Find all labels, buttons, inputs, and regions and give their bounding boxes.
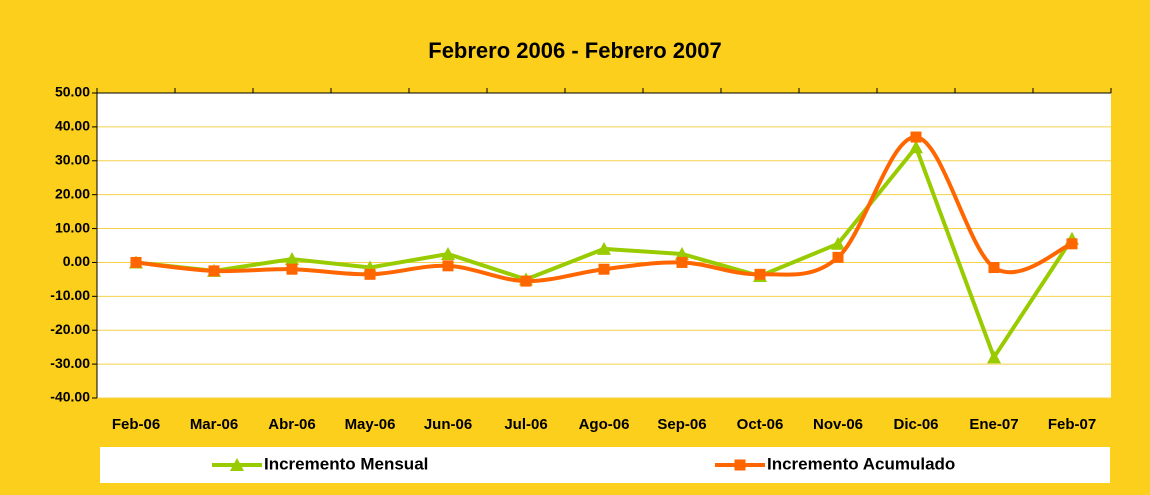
x-tick-label: Jul-06 [504, 416, 547, 433]
marker [910, 131, 922, 143]
marker [442, 260, 454, 272]
marker [597, 241, 611, 255]
x-tick-label: May-06 [345, 416, 396, 433]
x-tick-label: Abr-06 [268, 416, 316, 433]
y-tick-label: 20.00 [55, 185, 90, 201]
legend-label: Incremento Mensual [264, 454, 428, 473]
y-tick-label: -30.00 [50, 355, 90, 371]
y-tick-label: 30.00 [55, 151, 90, 167]
x-tick-label: Ago-06 [579, 416, 630, 433]
marker [286, 263, 298, 275]
x-tick-label: Feb-06 [112, 416, 160, 433]
chart-title: Febrero 2006 - Febrero 2007 [428, 38, 721, 63]
marker [285, 252, 299, 266]
x-tick-label: Dic-06 [893, 416, 938, 433]
marker [1066, 238, 1078, 250]
marker [987, 350, 1001, 364]
y-tick-label: 10.00 [55, 219, 90, 235]
marker [364, 268, 376, 280]
x-tick-label: Sep-06 [657, 416, 706, 433]
x-tick-label: Jun-06 [424, 416, 472, 433]
marker [831, 236, 845, 250]
marker [130, 256, 142, 268]
x-tick-label: Mar-06 [190, 416, 238, 433]
marker [676, 256, 688, 268]
marker [832, 251, 844, 263]
x-tick-label: Ene-07 [969, 416, 1018, 433]
x-tick-label: Oct-06 [737, 416, 784, 433]
marker [909, 140, 923, 154]
x-tick-label: Feb-07 [1048, 416, 1096, 433]
y-tick-label: -40.00 [50, 389, 90, 405]
y-tick-label: 50.00 [55, 84, 90, 100]
y-tick-label: 40.00 [55, 118, 90, 134]
marker [675, 246, 689, 260]
y-tick-label: -10.00 [50, 287, 90, 303]
marker [520, 275, 532, 287]
marker [441, 246, 455, 260]
y-tick-label: 0.00 [63, 253, 90, 269]
marker [988, 262, 1000, 274]
legend [100, 447, 1110, 483]
marker [598, 263, 610, 275]
y-tick-label: -20.00 [50, 321, 90, 337]
legend-marker [230, 458, 244, 471]
line [135, 135, 1073, 284]
marker [208, 265, 220, 277]
legend-marker [734, 459, 746, 471]
x-tick-label: Nov-06 [813, 416, 863, 433]
marker [754, 268, 766, 280]
legend-label: Incremento Acumulado [767, 454, 955, 473]
